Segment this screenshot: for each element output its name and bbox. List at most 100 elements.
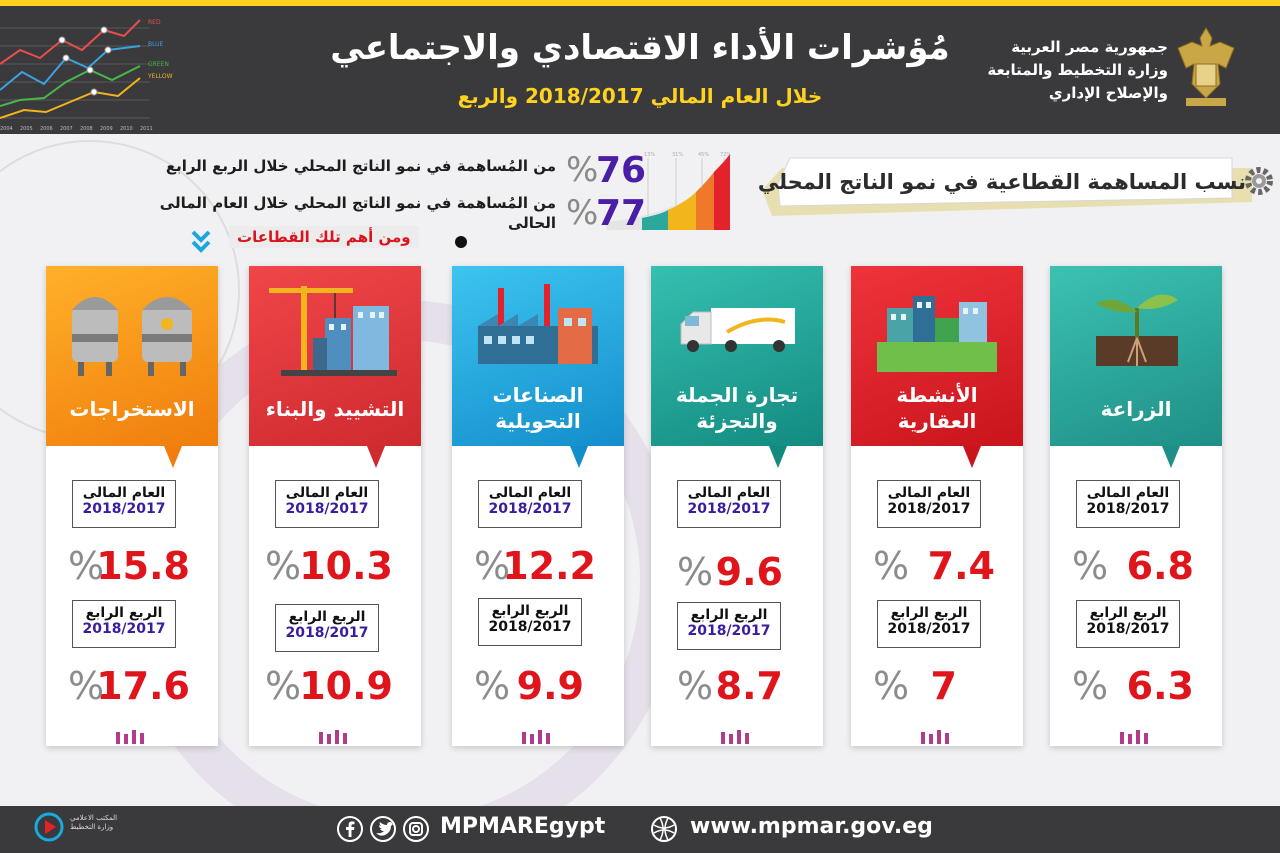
fiscal-year: 2018/2017 [82, 501, 166, 517]
card-notch [570, 446, 588, 468]
sector-name: الصناعات التحويلية [492, 383, 584, 433]
sector-card-extractions: الاستخراجات العام المالى 2018/2017 15.8 … [46, 266, 218, 746]
quarter-label: الربع الرابع 2018/2017 [677, 602, 781, 650]
fiscal-year-title: العام المالى [285, 485, 369, 501]
chart-year: 2008 [80, 126, 93, 132]
quarter-value: 7 [930, 664, 957, 708]
office-line: وزارة التخطيط [70, 823, 114, 831]
legend-green: GREEN [148, 61, 169, 68]
tubes-icon [116, 730, 144, 744]
quarter-year: 2018/2017 [1086, 621, 1170, 637]
fiscal-year-title: العام المالى [887, 485, 971, 501]
stat-year-text-cont: الحالى [507, 214, 556, 232]
sectors-label: ومن أهم تلك القطاعات [229, 226, 419, 248]
stat-year-value: 77 [596, 193, 647, 234]
quarter-label: الربع الرابع 2018/2017 [1076, 600, 1180, 648]
card-notch [164, 446, 182, 468]
sector-name: التشييد والبناء [265, 397, 405, 421]
fiscal-year-label: العام المالى 2018/2017 [1076, 480, 1180, 528]
percent-sign: % [265, 544, 302, 588]
fiscal-year: 2018/2017 [887, 501, 971, 517]
growth-bars-graphic: 13% 31% 45% 72% [606, 152, 731, 230]
fiscal-year-value: 7.4 [927, 544, 995, 588]
media-office-logo-icon [34, 812, 64, 842]
quarter-value: 10.9 [299, 664, 393, 708]
mini-bar-label: 31% [672, 152, 683, 158]
chart-year: 2006 [40, 126, 53, 132]
sector-name: تجارة الجملة والتجزئة [675, 383, 799, 433]
page-title: مُؤشرات الأداء الاقتصادي والاجتماعي [330, 28, 950, 68]
tubes-icon [319, 730, 347, 744]
card-notch [963, 446, 981, 468]
card-notch [769, 446, 787, 468]
stat-year-text: من المُساهمة في نمو الناتج المحلي خلال ا… [159, 194, 556, 212]
quarter-title: الربع الرابع [890, 605, 968, 621]
fiscal-year-value: 10.3 [299, 544, 393, 588]
mini-bar-label: 72% [720, 152, 731, 158]
quarter-title: الربع الرابع [85, 605, 163, 621]
fiscal-year-label: العام المالى 2018/2017 [877, 480, 981, 528]
fiscal-year-title: العام المالى [488, 485, 572, 501]
sector-card-construction: التشييد والبناء العام المالى 2018/2017 1… [249, 266, 421, 746]
quarter-label: الربع الرابع 2018/2017 [275, 604, 379, 652]
sector-card-manufacturing: الصناعات التحويلية العام المالى 2018/201… [452, 266, 624, 746]
ministry-line: وزارة التخطيط والمتابعة [987, 61, 1168, 79]
sector-card-agriculture: الزراعة العام المالى 2018/2017 6.8 % الر… [1050, 266, 1222, 746]
instagram-icon[interactable] [402, 815, 430, 843]
chart-year: 2005 [20, 126, 33, 132]
card-notch [367, 446, 385, 468]
stat-quarter-percent: % [566, 150, 599, 190]
website-link[interactable]: www.mpmar.gov.eg [690, 814, 933, 839]
facebook-icon[interactable] [336, 815, 364, 843]
legend-red: RED [148, 19, 161, 26]
media-office-name: المكتب الاعلامي وزارة التخطيط [70, 814, 130, 832]
percent-sign: % [68, 664, 105, 708]
fiscal-year-title: العام المالى [687, 485, 771, 501]
gear-icon [1245, 167, 1273, 195]
stat-quarter-value: 76 [596, 150, 647, 191]
quarter-title: الربع الرابع [491, 603, 569, 619]
globe-icon [651, 816, 677, 842]
chart-year: 2010 [120, 126, 133, 132]
chart-year: 2004 [0, 126, 13, 132]
fiscal-year-value: 12.2 [502, 544, 596, 588]
quarter-value: 17.6 [96, 664, 190, 708]
footer-bar [0, 806, 1280, 853]
percent-sign: % [873, 664, 910, 708]
chevron-down-icon [191, 230, 211, 253]
fiscal-year-label: العام المالى 2018/2017 [275, 480, 379, 528]
section-title: نسب المساهمة القطاعية في نمو الناتج المح… [757, 170, 1246, 194]
percent-sign: % [677, 550, 714, 594]
fiscal-year: 2018/2017 [488, 501, 572, 517]
ministry-name: جمهورية مصر العربية وزارة التخطيط والمتا… [928, 36, 1168, 105]
tubes-icon [522, 730, 550, 744]
tubes-icon [721, 730, 749, 744]
ministry-line: والإصلاح الإداري [1048, 84, 1168, 102]
section-title-banner [762, 157, 1252, 216]
eagle-emblem-icon [1177, 27, 1235, 106]
quarter-year: 2018/2017 [285, 625, 369, 641]
tanks-icon [72, 297, 192, 376]
quarter-year: 2018/2017 [82, 621, 166, 637]
sector-card-trade: تجارة الجملة والتجزئة العام المالى 2018/… [651, 266, 823, 746]
percent-sign: % [265, 664, 302, 708]
chart-year: 2011 [140, 126, 153, 132]
quarter-label: الربع الرابع 2018/2017 [877, 600, 981, 648]
line-chart-decoration: RED BLUE GREEN YELLOW 2004 2005 2006 200… [0, 19, 173, 132]
percent-sign: % [474, 544, 511, 588]
twitter-icon[interactable] [369, 815, 397, 843]
percent-sign: % [873, 544, 910, 588]
quarter-value: 8.7 [715, 664, 783, 708]
social-handle[interactable]: MPMAREgypt [440, 814, 606, 839]
fiscal-year-value: 6.8 [1126, 544, 1194, 588]
percent-sign: % [474, 664, 511, 708]
mini-bar-label: 13% [644, 152, 655, 158]
buildings-icon [877, 296, 997, 372]
header-accent-strip [0, 0, 1280, 6]
tubes-icon [921, 730, 949, 744]
crane-icon [269, 286, 397, 376]
chart-year: 2009 [100, 126, 113, 132]
sector-name: الزراعة [1100, 397, 1172, 421]
percent-sign: % [1072, 544, 1109, 588]
header-bar [0, 0, 1280, 134]
